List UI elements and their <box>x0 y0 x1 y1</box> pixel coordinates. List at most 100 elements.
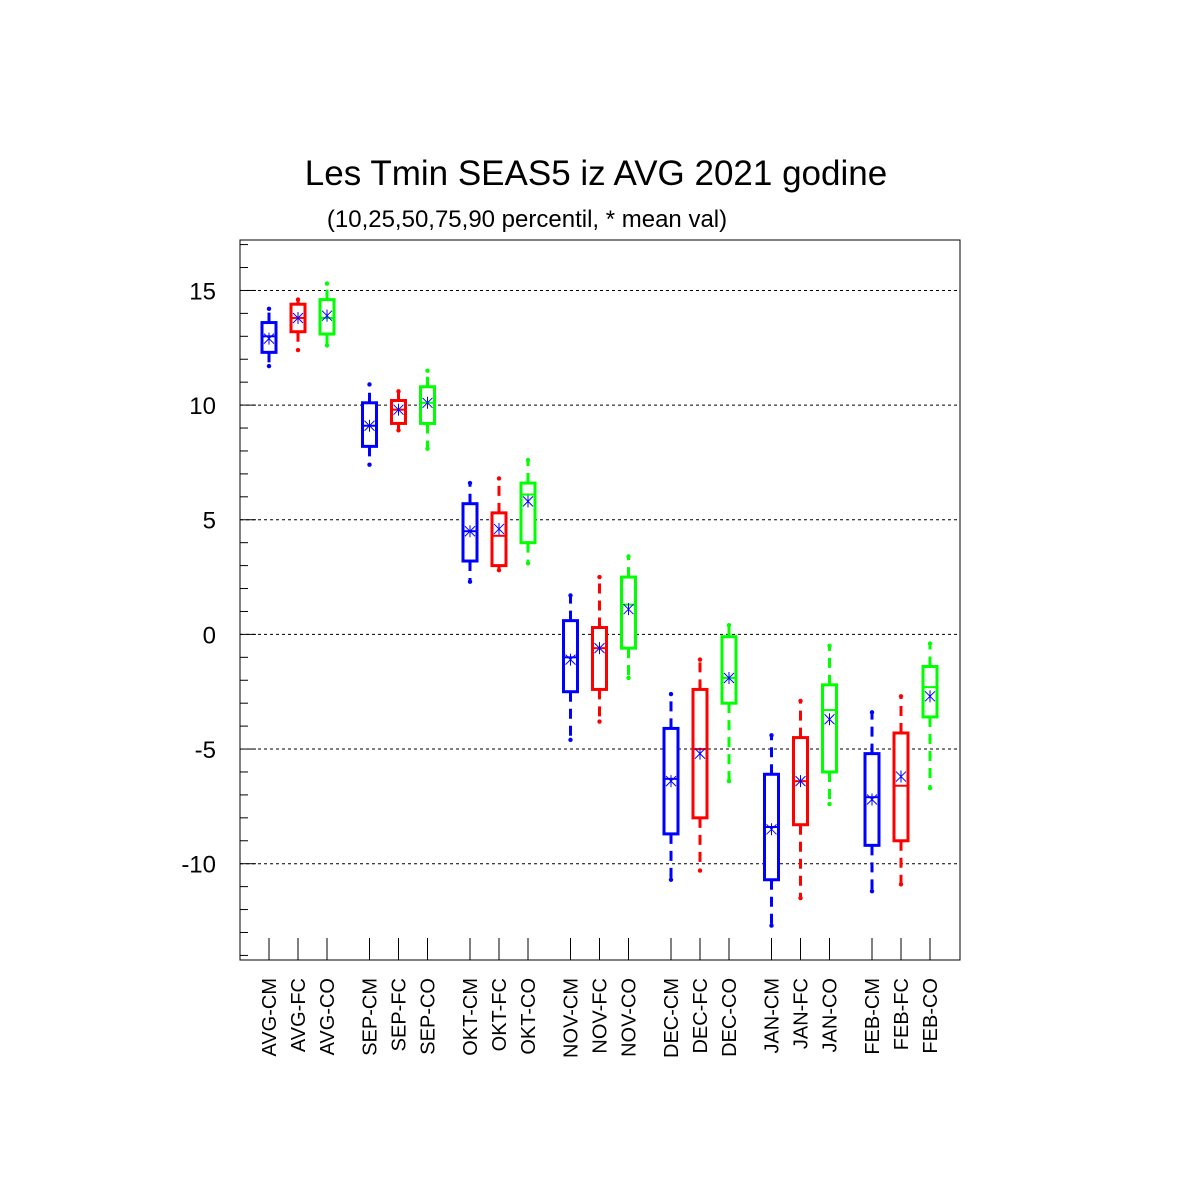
box-feb-fc <box>892 694 910 887</box>
x-tick-label: SEP-FC <box>389 978 411 1051</box>
p10-marker <box>396 428 401 433</box>
x-tick-label: SEP-CM <box>360 978 382 1056</box>
box-dec-fc <box>691 657 709 873</box>
mean-marker <box>565 653 576 666</box>
mean-marker <box>422 396 433 409</box>
p10-marker <box>927 785 933 791</box>
box-okt-fc <box>490 476 508 573</box>
x-tick-label: OKT-CO <box>518 978 540 1055</box>
x-tick-label: AVG-FC <box>288 978 310 1052</box>
p10-marker <box>568 737 573 743</box>
y-tick-label: 0 <box>203 622 216 649</box>
x-tick-label: FEB-CM <box>862 978 884 1055</box>
p10-marker <box>266 363 272 369</box>
x-tick-label: JAN-CM <box>762 978 784 1054</box>
chart-title: Les Tmin SEAS5 iz AVG 2021 godine <box>305 154 887 193</box>
y-tick-label: 5 <box>203 508 216 535</box>
iqr-box <box>821 683 838 774</box>
box-jan-co <box>821 643 838 807</box>
iqr-box <box>720 635 738 705</box>
x-tick-label: OKT-CM <box>460 978 482 1056</box>
p90-marker <box>869 710 875 715</box>
x-tick-label: DEC-FC <box>690 978 712 1054</box>
mean-marker <box>665 775 677 788</box>
x-tick-label: FEB-CO <box>920 978 942 1054</box>
p90-marker <box>626 554 631 559</box>
p10-marker <box>626 675 631 681</box>
p10-marker <box>425 446 430 451</box>
box-feb-co <box>921 641 939 791</box>
p10-marker <box>697 868 703 873</box>
iqr-box <box>892 731 910 843</box>
p90-marker <box>769 733 774 738</box>
x-tick-label: DEC-CM <box>661 978 683 1058</box>
box-sep-co <box>419 368 436 451</box>
plot-frame <box>239 239 961 961</box>
mean-marker <box>393 403 404 416</box>
p90-marker <box>425 368 430 373</box>
y-axis-ticks <box>240 244 256 956</box>
x-tick-label: DEC-CO <box>719 978 741 1057</box>
box-jan-cm <box>763 733 780 928</box>
p90-marker <box>266 306 272 311</box>
box-sep-fc <box>390 389 407 433</box>
x-tick-label: JAN-FC <box>791 978 813 1049</box>
x-axis-tick-labels: AVG-CM AVG-FC AVG-CO SEP-CM SEP-FC SEP-CO OKT-… <box>259 978 942 1058</box>
x-axis-ticks <box>268 938 931 960</box>
mean-marker <box>321 309 333 322</box>
mean-marker <box>723 671 735 684</box>
box-okt-co <box>519 457 537 566</box>
p10-marker <box>769 923 774 928</box>
mean-marker <box>924 690 936 703</box>
y-axis-tick-labels: 15 10 5 0 -5 -10 <box>181 278 216 878</box>
box-dec-co <box>720 623 738 784</box>
box-dec-cm <box>662 691 680 882</box>
p10-marker <box>827 801 832 807</box>
p90-marker <box>525 457 531 463</box>
x-tick-label: OKT-FC <box>489 978 511 1051</box>
p90-marker <box>396 389 401 394</box>
x-tick-label: JAN-CO <box>820 978 842 1052</box>
x-tick-label: NOV-FC <box>590 978 612 1054</box>
box-feb-cm <box>863 710 881 894</box>
y-tick-label: -10 <box>181 852 216 879</box>
mean-marker <box>464 525 476 538</box>
p90-marker <box>827 643 832 649</box>
p90-marker <box>324 281 330 286</box>
mean-marker <box>493 522 505 535</box>
p10-marker <box>324 343 330 348</box>
x-tick-label: SEP-CO <box>418 978 440 1055</box>
mean-marker <box>594 642 605 655</box>
box-nov-co <box>620 554 637 681</box>
mean-marker <box>522 495 534 508</box>
box-okt-cm <box>461 480 479 584</box>
y-tick-label: -5 <box>195 737 216 764</box>
mean-marker <box>824 713 835 726</box>
p90-marker <box>496 476 502 481</box>
p10-marker <box>367 462 372 467</box>
x-tick-label: AVG-CO <box>317 978 339 1055</box>
iqr-box <box>519 481 537 545</box>
p90-marker <box>367 382 372 387</box>
p10-marker <box>467 579 473 584</box>
p10-marker <box>798 895 803 901</box>
y-tick-label: 15 <box>189 278 216 305</box>
p90-marker <box>898 694 904 699</box>
p90-marker <box>597 574 602 580</box>
iqr-box <box>490 511 508 568</box>
box-avg-cm <box>260 306 278 369</box>
p10-marker <box>898 882 904 887</box>
boxes <box>260 281 939 928</box>
box-nov-fc <box>591 574 608 724</box>
p10-marker <box>295 347 301 353</box>
box-avg-co <box>318 281 336 348</box>
chart-subtitle: (10,25,50,75,90 percentil, * mean val) <box>327 206 727 233</box>
p10-marker <box>726 778 732 784</box>
p90-marker <box>927 641 933 646</box>
iqr-box <box>591 626 608 691</box>
x-tick-label: NOV-CM <box>561 978 583 1058</box>
p90-marker <box>568 593 573 598</box>
p90-marker <box>295 297 301 302</box>
box-sep-cm <box>361 382 378 467</box>
